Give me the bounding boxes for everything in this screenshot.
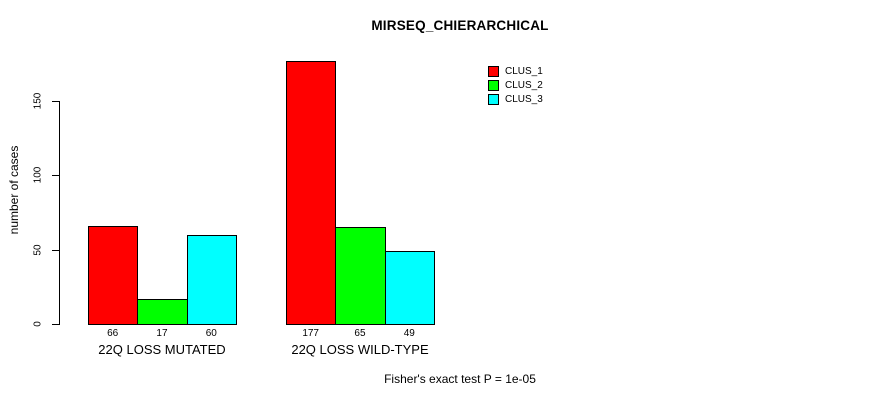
- x-axis-group-label: 22Q LOSS WILD-TYPE: [291, 342, 429, 357]
- bar-value-label: 60: [205, 328, 217, 339]
- legend-label: CLUS_1: [505, 65, 543, 77]
- legend-swatch-clus_3: [488, 93, 499, 105]
- bar-clus_2: [335, 227, 386, 325]
- bar-clus_3: [186, 234, 237, 325]
- y-axis-tick-label: 50: [32, 244, 44, 256]
- y-axis-tick: [52, 101, 59, 103]
- legend-item-clus_2: CLUS_2: [488, 78, 543, 92]
- bar-clus_3: [384, 251, 435, 325]
- bar-clus_2: [137, 298, 188, 325]
- legend: CLUS_1 CLUS_2 CLUS_3: [488, 64, 543, 106]
- y-axis-tick-label: 100: [32, 167, 44, 184]
- legend-label: CLUS_3: [505, 93, 543, 105]
- bar-value-label: 177: [302, 328, 319, 339]
- y-axis-tick-label: 150: [32, 92, 44, 110]
- x-axis-group-label: 22Q LOSS MUTATED: [98, 342, 226, 357]
- bar-value-label: 49: [403, 328, 415, 339]
- legend-label: CLUS_2: [505, 79, 543, 91]
- chart-title: MIRSEQ_CHIERARCHICAL: [371, 18, 549, 33]
- legend-swatch-clus_2: [488, 79, 499, 91]
- bar-value-label: 17: [156, 328, 168, 339]
- y-axis-tick-label: 0: [32, 321, 44, 327]
- legend-item-clus_3: CLUS_3: [488, 92, 543, 106]
- legend-swatch-clus_1: [488, 65, 499, 77]
- legend-item-clus_1: CLUS_1: [488, 64, 543, 78]
- bar-value-label: 65: [354, 328, 366, 339]
- y-axis-tick: [52, 249, 59, 251]
- y-axis-tick: [52, 324, 59, 325]
- annotation-text: Fisher's exact test P = 1e-05: [384, 372, 536, 386]
- bar-clus_1: [88, 225, 139, 325]
- bar-clus_1: [286, 60, 337, 325]
- bar-value-label: 66: [107, 328, 119, 339]
- y-axis-line: [59, 101, 60, 325]
- y-axis-tick: [52, 175, 59, 177]
- y-axis-label: number of cases: [7, 145, 21, 235]
